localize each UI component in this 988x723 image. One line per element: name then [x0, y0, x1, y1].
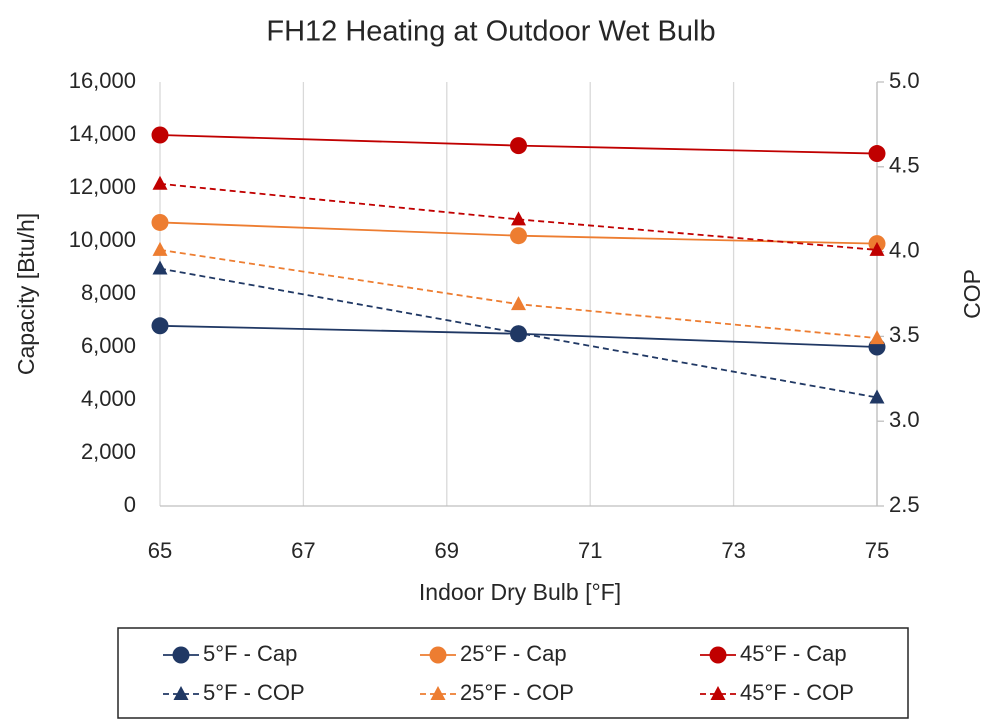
x-tick-label: 73: [721, 538, 745, 563]
y2-tick-label: 2.5: [889, 492, 920, 517]
legend-box: [117, 627, 909, 719]
x-tick-label: 65: [148, 538, 172, 563]
chart-title: FH12 Heating at Outdoor Wet Bulb: [266, 16, 715, 48]
y2-tick-label: 3.0: [889, 407, 920, 432]
y-tick-label: 2,000: [81, 439, 136, 464]
y-tick-label: 6,000: [81, 333, 136, 358]
data-point: [151, 213, 169, 231]
data-point: [152, 241, 168, 256]
data-point: [151, 317, 169, 335]
y2-tick-label: 3.5: [889, 322, 920, 347]
legend-label: 45°F - Cap: [740, 641, 847, 666]
data-point: [511, 211, 526, 226]
legend-label: 45°F - COP: [740, 680, 854, 705]
data-point: [510, 227, 527, 245]
x-tick-label: 75: [865, 538, 889, 563]
series-line: [159, 249, 878, 339]
y2-tick-label: 4.0: [889, 237, 920, 262]
data-point: [152, 175, 168, 190]
legend-marker: [710, 686, 726, 700]
y-tick-label: 0: [124, 492, 136, 517]
legend-label: 5°F - COP: [203, 680, 305, 705]
legend-label: 25°F - Cap: [460, 641, 567, 666]
x-tick-label: 71: [578, 538, 602, 563]
y-tick-label: 14,000: [69, 121, 136, 146]
y-tick-label: 4,000: [81, 386, 136, 411]
y-tick-label: 8,000: [81, 280, 136, 305]
y2-axis-title: COP: [959, 269, 985, 319]
legend-label: 5°F - Cap: [203, 641, 297, 666]
x-tick-label: 69: [435, 538, 459, 563]
y-tick-label: 12,000: [69, 174, 136, 199]
data-point: [511, 296, 526, 311]
data-point: [869, 330, 885, 345]
y-tick-label: 10,000: [69, 227, 136, 252]
data-point: [510, 137, 527, 155]
data-point: [151, 126, 169, 144]
data-point: [868, 145, 886, 163]
x-tick-label: 67: [291, 538, 315, 563]
legend-marker: [173, 686, 189, 700]
data-point: [152, 260, 168, 275]
data-point: [511, 325, 526, 340]
data-point: [869, 389, 885, 404]
legend-marker: [172, 646, 190, 664]
legend-marker: [709, 646, 727, 664]
legend-marker: [429, 646, 447, 664]
x-axis-title: Indoor Dry Bulb [°F]: [419, 579, 621, 605]
y-axis-title: Capacity [Btu/h]: [13, 213, 39, 375]
data-point: [869, 241, 885, 256]
y2-tick-label: 4.5: [889, 153, 920, 178]
y-tick-label: 16,000: [69, 68, 136, 93]
y2-tick-label: 5.0: [889, 68, 920, 93]
legend-label: 25°F - COP: [460, 680, 574, 705]
legend-marker: [430, 686, 446, 700]
